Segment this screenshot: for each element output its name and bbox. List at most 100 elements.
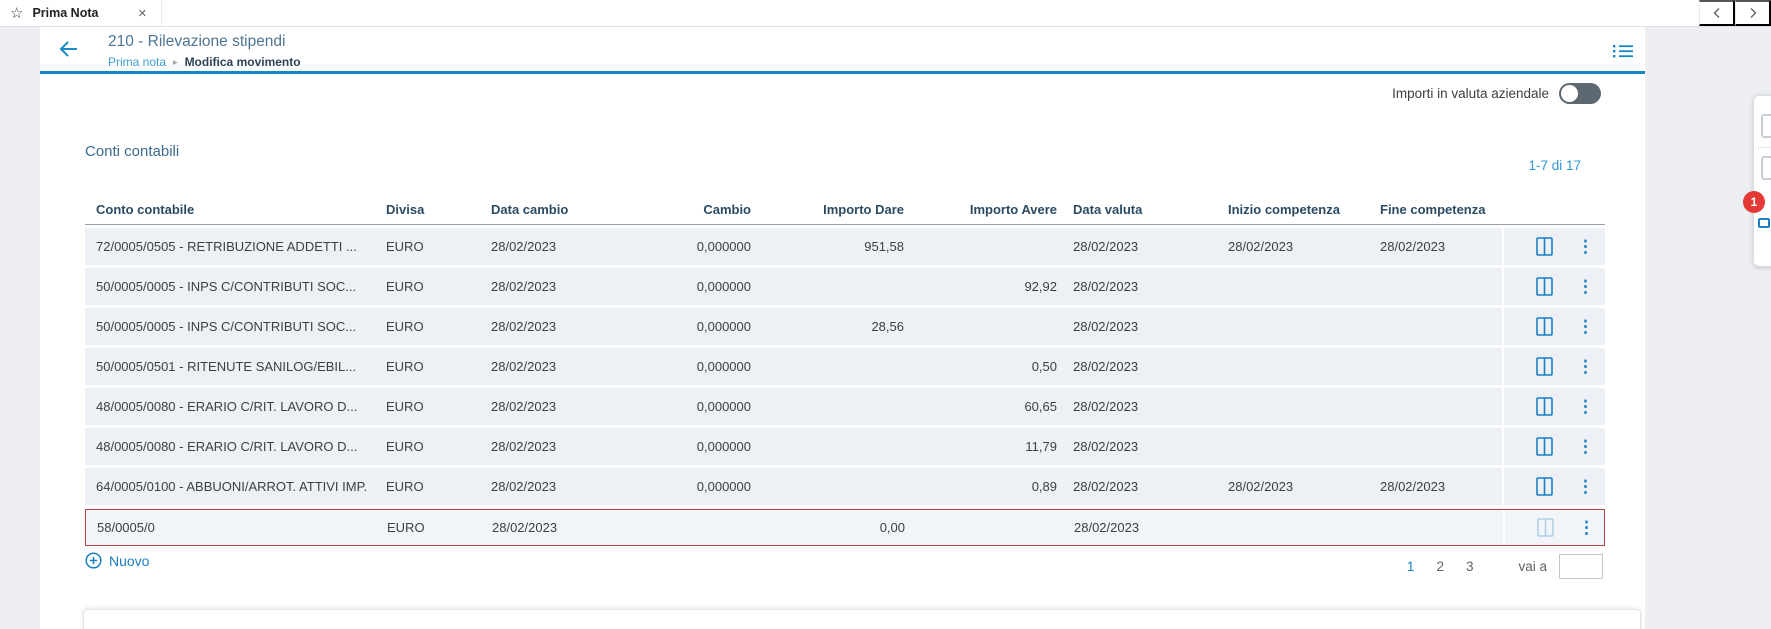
side-panel[interactable]: 1 [1743,95,1771,267]
column-header-importo-dare: Importo Dare [823,202,904,217]
goto-page-input[interactable] [1559,554,1603,579]
nuovo-button[interactable]: Nuovo [85,552,149,569]
tab-nav-forward-button[interactable] [1735,0,1771,26]
cell-conto-contabile[interactable]: 72/0005/0505 - RETRIBUZIONE ADDETTI ... [96,239,357,254]
currency-toggle-label: Importi in valuta aziendale [1392,86,1549,101]
goto-page-label: vai a [1518,559,1547,574]
cell-importo-avere: 11,79 [1025,439,1057,454]
breadcrumb-link-prima-nota[interactable]: Prima nota [108,55,167,69]
cell-data-valuta: 28/02/2023 [1074,520,1140,535]
split-view-icon[interactable] [1536,357,1553,376]
tab-title: Prima Nota [32,6,99,20]
cell-divisa: EURO [386,279,424,294]
table-row[interactable]: 64/0005/0100 - ABBUONI/ARROT. ATTIVI IMP… [85,468,1605,505]
cell-cambio: 0,000000 [696,479,751,494]
split-view-icon[interactable] [1536,317,1553,336]
row-actions: ⋮ [1502,228,1605,265]
panel-tool-icon[interactable] [1761,114,1771,138]
column-header-cambio: Cambio [703,202,751,217]
page-title: 210 - Rilevazione stipendi [108,33,286,50]
cell-fine-competenza: 28/02/2023 [1380,239,1446,254]
table-header-row: Conto contabile Divisa Data cambio Cambi… [85,195,1605,225]
plus-circle-icon [85,552,102,569]
notification-badge[interactable]: 1 [1743,191,1765,213]
favorite-star-icon[interactable]: ☆ [10,4,24,22]
row-menu-icon[interactable]: ⋮ [1577,237,1594,256]
table-row[interactable]: 58/0005/0 EURO 28/02/2023 0,00 28/02/202… [85,509,1605,546]
cell-inizio-competenza: 28/02/2023 [1228,479,1294,494]
row-actions: ⋮ [1502,468,1605,505]
section-title: Conti contabili [85,143,180,160]
cell-cambio: 0,000000 [696,319,751,334]
column-header-importo-avere: Importo Avere [969,202,1057,217]
cell-divisa: EURO [387,520,425,535]
cell-fine-competenza: 28/02/2023 [1380,479,1446,494]
cell-importo-dare: 28,56 [871,319,904,334]
cell-data-cambio: 28/02/2023 [491,319,557,334]
split-view-icon[interactable] [1536,397,1553,416]
cell-inizio-competenza: 28/02/2023 [1228,239,1294,254]
list-view-button[interactable] [1610,41,1636,63]
cell-conto-contabile[interactable]: 50/0005/0005 - INPS C/CONTRIBUTI SOC... [96,319,357,334]
cell-conto-contabile[interactable]: 48/0005/0080 - ERARIO C/RIT. LAVORO D... [96,439,358,454]
row-actions: ⋮ [1502,308,1605,345]
row-menu-icon[interactable]: ⋮ [1578,518,1595,537]
cell-conto-contabile[interactable]: 64/0005/0100 - ABBUONI/ARROT. ATTIVI IMP… [96,479,368,494]
row-menu-icon[interactable]: ⋮ [1577,357,1594,376]
column-header-data-valuta: Data valuta [1073,202,1143,217]
table-row[interactable]: 48/0005/0080 - ERARIO C/RIT. LAVORO D...… [85,428,1605,465]
back-button[interactable] [56,37,82,63]
split-view-icon[interactable] [1536,477,1553,496]
cell-divisa: EURO [386,439,424,454]
page-button-3[interactable]: 3 [1461,557,1479,576]
column-header-conto: Conto contabile [96,202,195,217]
column-header-fine-competenza: Fine competenza [1380,202,1486,217]
tab-close-icon[interactable]: ✕ [137,7,147,20]
cell-conto-contabile[interactable]: 48/0005/0080 - ERARIO C/RIT. LAVORO D... [96,399,358,414]
row-actions: ⋮ [1502,348,1605,385]
chevron-left-icon [1713,8,1719,18]
row-menu-icon[interactable]: ⋮ [1577,437,1594,456]
panel-divider [1758,147,1771,148]
row-menu-icon[interactable]: ⋮ [1577,317,1594,336]
next-section-card [83,609,1641,629]
tab-nav-back-button[interactable] [1699,0,1735,26]
cell-importo-avere: 92,92 [1024,279,1057,294]
split-view-icon[interactable] [1536,437,1553,456]
cell-data-cambio: 28/02/2023 [491,239,557,254]
cell-conto-contabile[interactable]: 50/0005/0005 - INPS C/CONTRIBUTI SOC... [96,279,357,294]
cell-data-cambio: 28/02/2023 [491,279,557,294]
cell-conto-contabile[interactable]: 58/0005/0 [97,520,155,535]
cell-importo-avere: 0,89 [1031,479,1057,494]
table-row[interactable]: 48/0005/0080 - ERARIO C/RIT. LAVORO D...… [85,388,1605,425]
page-button-2[interactable]: 2 [1431,557,1449,576]
cell-data-valuta: 28/02/2023 [1073,279,1139,294]
split-view-icon[interactable] [1537,518,1554,537]
row-menu-icon[interactable]: ⋮ [1577,477,1594,496]
page-button-1[interactable]: 1 [1402,557,1420,576]
table-row[interactable]: 50/0005/0005 - INPS C/CONTRIBUTI SOC... … [85,268,1605,305]
column-header-data-cambio: Data cambio [491,202,569,217]
column-header-inizio-competenza: Inizio competenza [1228,202,1340,217]
browser-tab-prima-nota[interactable]: ☆ Prima Nota ✕ [0,0,162,26]
table-row[interactable]: 50/0005/0005 - INPS C/CONTRIBUTI SOC... … [85,308,1605,345]
row-menu-icon[interactable]: ⋮ [1577,397,1594,416]
cell-data-cambio: 28/02/2023 [491,359,557,374]
split-view-icon[interactable] [1536,277,1553,296]
cell-importo-avere: 0,50 [1031,359,1057,374]
cell-conto-contabile[interactable]: 50/0005/0501 - RITENUTE SANILOG/EBIL... [96,359,357,374]
table-row[interactable]: 50/0005/0501 - RITENUTE SANILOG/EBIL... … [85,348,1605,385]
cell-divisa: EURO [386,399,424,414]
split-view-icon[interactable] [1536,237,1553,256]
panel-tool-icon[interactable] [1761,156,1771,180]
toggle-knob [1561,85,1578,102]
panel-mini-icon[interactable] [1758,218,1770,228]
conti-contabili-table: Conto contabile Divisa Data cambio Cambi… [85,195,1605,546]
table-row[interactable]: 72/0005/0505 - RETRIBUZIONE ADDETTI ... … [85,228,1605,265]
breadcrumb-separator-icon: ▸ [173,56,178,67]
cell-divisa: EURO [386,479,424,494]
record-range-label: 1-7 di 17 [1528,158,1581,173]
currency-toggle-switch[interactable] [1559,83,1601,104]
row-menu-icon[interactable]: ⋮ [1577,277,1594,296]
